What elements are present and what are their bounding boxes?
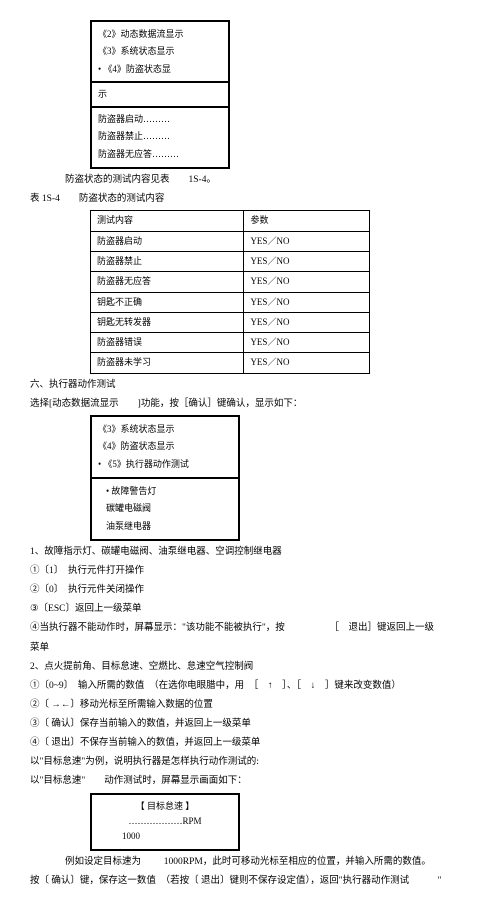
step-line: ③〔ESC〕返回上一级菜单 <box>30 601 470 617</box>
step-line: ①〔1〕 执行元件打开操作 <box>30 563 470 579</box>
step-line: ②〔0〕 执行元件关闭操作 <box>30 582 470 598</box>
section-line: 选择[动态数据流显示 ]功能，按［确认］键确认，显示如下： <box>30 396 470 412</box>
td: 防盗器错误 <box>91 333 244 353</box>
step-line: ①〔0~9〕 输入所需的数值 （在选你电眼腊中，用 ［ ↑ ］、［ ↓ ］键来改… <box>30 678 470 694</box>
p2-title: 2、点火提前角、目标怠速、空燃比、怠速空气控制阀 <box>30 659 470 675</box>
box1-row: 示 <box>98 86 222 103</box>
actuator-test-box: 《3》系统状态显示 《4》防盗状态显示 《5》执行器动作测试 故障警告灯 碳罐电… <box>90 415 240 541</box>
box3-row: ………………RPM <box>98 814 232 829</box>
anti-theft-table: 测试内容参数 防盗器启动YES／NO 防盗器禁止YES／NO 防盗器无应答YES… <box>90 210 370 373</box>
td: YES／NO <box>244 231 370 251</box>
text: ④当执行器不能动作时，屏幕显示："该功能不能被执行"，按 <box>30 623 285 633</box>
box2-row: 故障警告灯 <box>106 483 224 500</box>
td: 防盗器无应答 <box>91 272 244 292</box>
p1-title: 1、故障指示灯、碳罐电磁阀、油泵继电器、空调控制继电器 <box>30 544 470 560</box>
step-line: 以"目标怠速"为例，说明执行器是怎样执行动作测试的: <box>30 754 470 770</box>
box3-row: 【 目标怠速 】 <box>98 799 232 814</box>
caption-line: 防盗状态的测试内容见表 1S-4。 <box>65 172 470 188</box>
text: ［ 退出］键返回上一级 <box>330 623 435 633</box>
step-line: ④当执行器不能动作时，屏幕显示："该功能不能被执行"，按 ［ 退出］键返回上一级 <box>30 620 470 636</box>
th: 参数 <box>244 211 370 231</box>
step-line: ③〔 确认〕保存当前输入的数值，并返回上一级菜单 <box>30 716 470 732</box>
box1-row: 防盗器禁止……… <box>98 128 222 145</box>
text: 例如设定目标速为 <box>65 857 141 867</box>
example-line: 例如设定目标速为 1000RPM，此时可移动光标至相应的位置，并输入所需的数值。 <box>65 854 470 870</box>
box1-row: 《4》防盗状态显 <box>98 61 222 78</box>
box2-row: 《5》执行器动作测试 <box>98 456 232 473</box>
box1-row: 防盗器启动……… <box>98 111 222 128</box>
td: YES／NO <box>244 353 370 373</box>
example-line: 按〔 确认〕键，保存这一数值 （若按〔 退出〕键则不保存设定值），返回"执行器动… <box>30 873 470 889</box>
td: YES／NO <box>244 333 370 353</box>
step-line: 以"目标怠速" 动作测试时，屏幕显示画面如下： <box>30 773 470 789</box>
td: 钥匙不正确 <box>91 292 244 312</box>
td: 钥匙无转发器 <box>91 312 244 332</box>
td: 防盗器未学习 <box>91 353 244 373</box>
td: YES／NO <box>244 292 370 312</box>
td: YES／NO <box>244 251 370 271</box>
section-title: 六、执行器动作测试 <box>30 377 470 393</box>
td: YES／NO <box>244 272 370 292</box>
status-display-box: 《2》动态数据流显示 《3》系统状态显示 《4》防盗状态显 示 防盗器启动………… <box>90 20 230 169</box>
box2-row: 碳罐电磁阀 <box>106 500 224 517</box>
table-caption: 表 1S-4 防盗状态的测试内容 <box>30 191 470 207</box>
box2-row: 《4》防盗状态显示 <box>98 438 232 455</box>
target-idle-box: 【 目标怠速 】 ………………RPM 1000 <box>90 793 240 851</box>
box1-row: 《3》系统状态显示 <box>98 43 222 60</box>
box1-row: 《2》动态数据流显示 <box>98 26 222 43</box>
td: 防盗器启动 <box>91 231 244 251</box>
th: 测试内容 <box>91 211 244 231</box>
box2-row: 油泵继电器 <box>106 518 224 535</box>
box1-row: 防盗器无应答……… <box>98 146 222 163</box>
td: 防盗器禁止 <box>91 251 244 271</box>
step-line: ④〔 退出〕不保存当前输入的数值，并返回上一级菜单 <box>30 735 470 751</box>
box2-row: 《3》系统状态显示 <box>98 421 232 438</box>
step-line-cont: 菜单 <box>30 640 470 656</box>
td: YES／NO <box>244 312 370 332</box>
step-line: ②〔 →←〕移动光标至所需输入数据的位置 <box>30 697 470 713</box>
box3-row: 1000 <box>98 829 232 844</box>
text: 1000RPM，此时可移动光标至相应的位置，并输入所需的数值。 <box>164 857 431 867</box>
